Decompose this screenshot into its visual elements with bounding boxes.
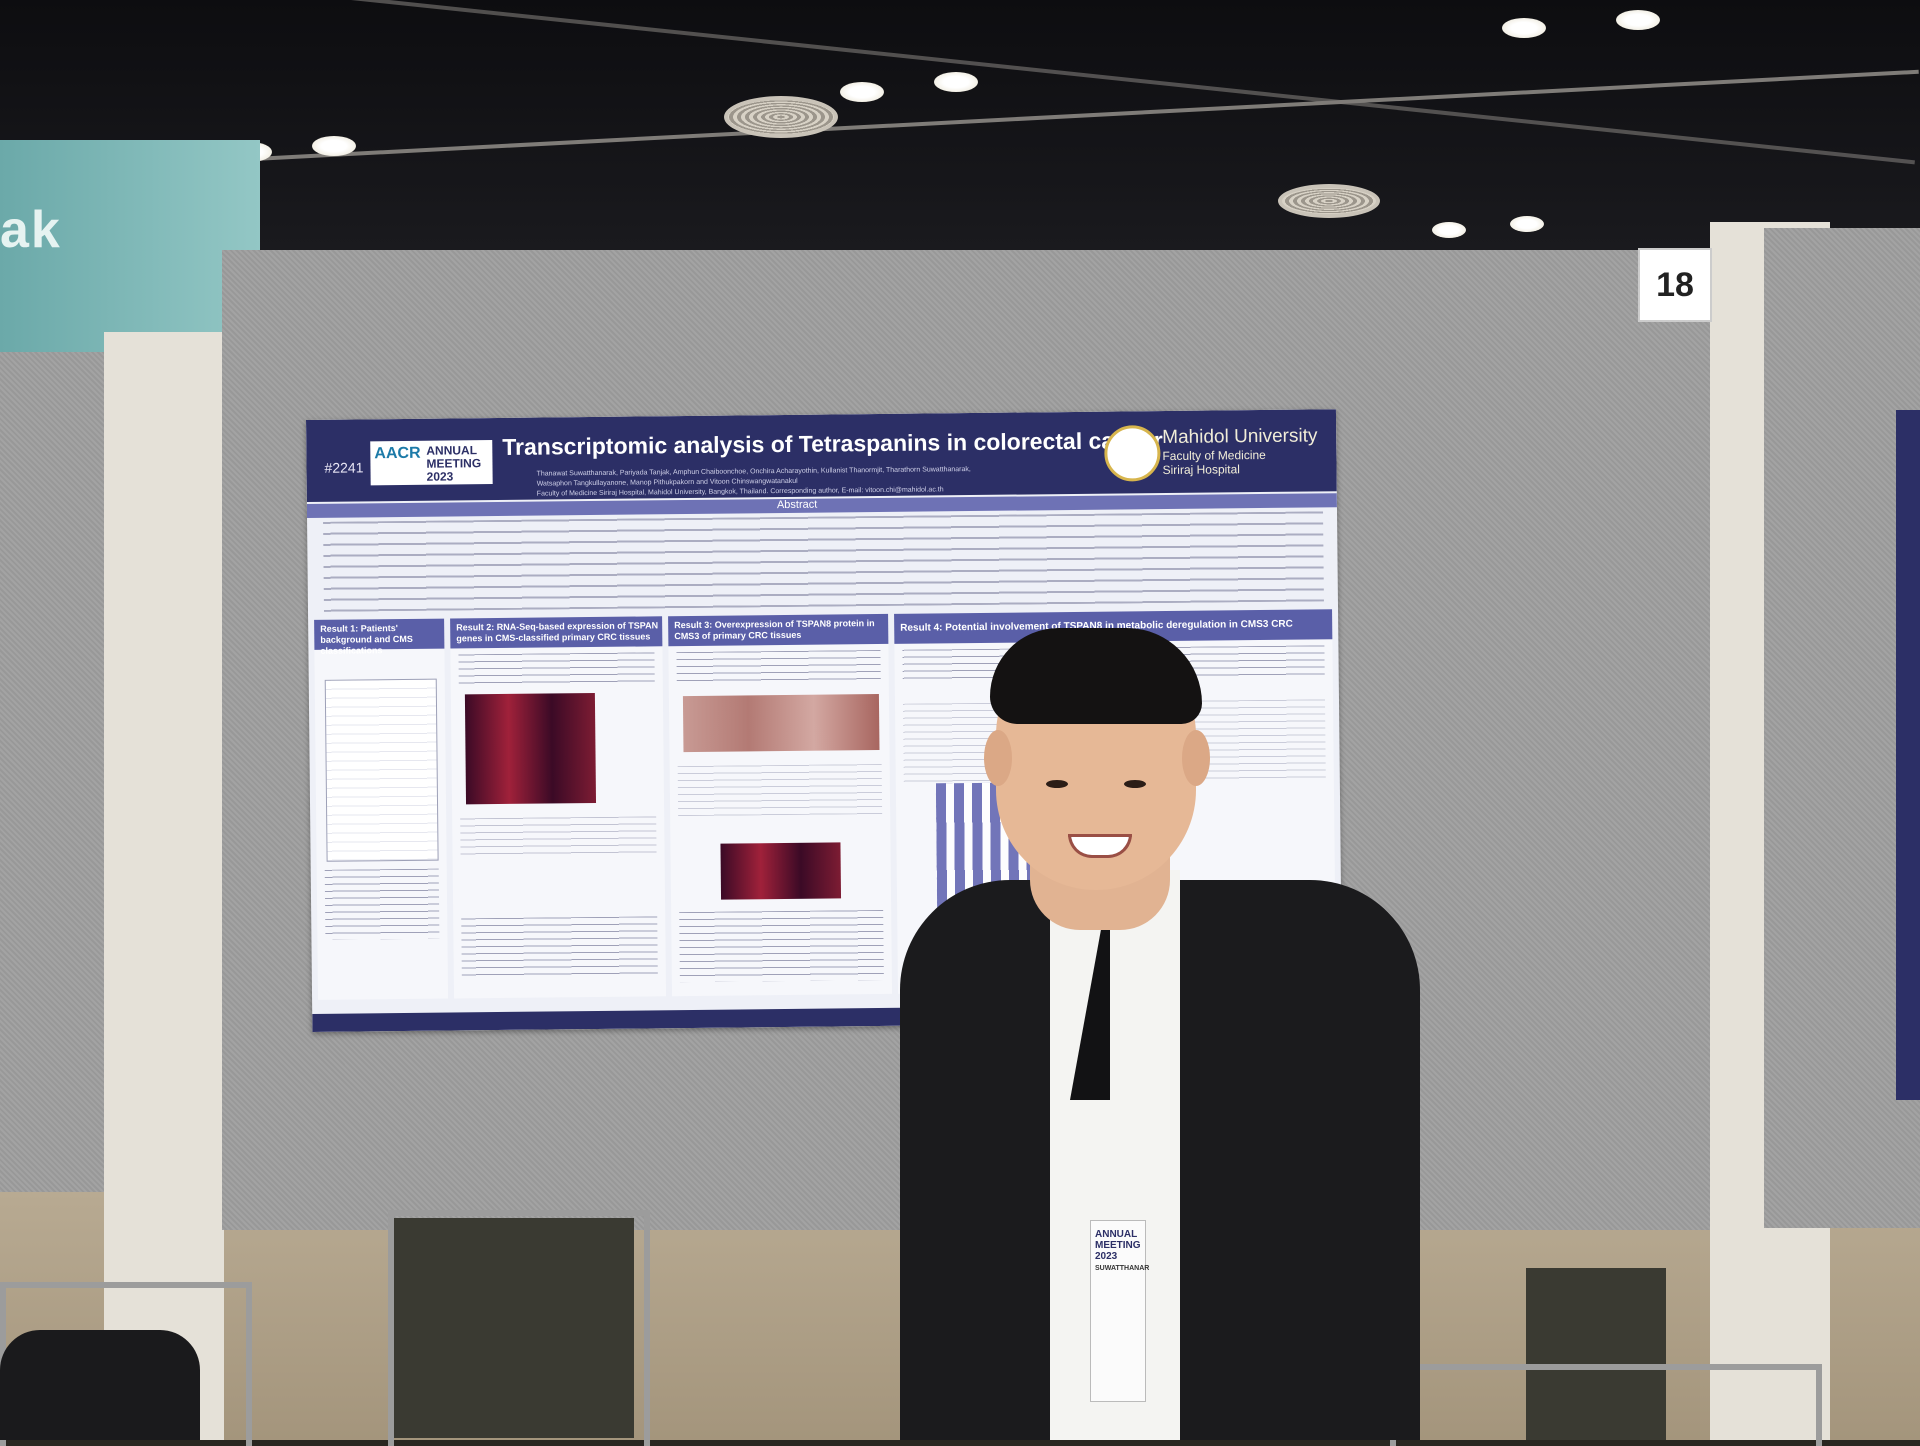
university-block: Mahidol University Faculty of Medicine S… bbox=[1162, 425, 1318, 477]
wall-sign-text: ak bbox=[0, 201, 62, 259]
result-3-column: Result 3: Overexpression of TSPAN8 prote… bbox=[668, 613, 893, 997]
clinical-data-table bbox=[324, 678, 439, 862]
right-poster-board bbox=[1764, 228, 1920, 1228]
ceiling-light bbox=[1616, 10, 1660, 30]
university-name: Mahidol University bbox=[1162, 425, 1318, 449]
ceiling-vent bbox=[1278, 184, 1380, 218]
poster-authors: Thanawat Suwatthanarak, Pariyada Tanjak,… bbox=[536, 466, 971, 498]
presenter: ANNUAL MEETING 2023 SUWATTHANAR bbox=[900, 620, 1420, 1440]
aacr-logo: AACR ANNUAL MEETING 2023 bbox=[370, 440, 493, 486]
background-wall bbox=[0, 140, 260, 370]
result-1-title: Result 1: Patients' background and CMS c… bbox=[320, 623, 413, 656]
backpack bbox=[0, 1330, 200, 1440]
chair bbox=[394, 1218, 634, 1438]
board-frame-left bbox=[104, 332, 224, 1440]
mahidol-seal-icon bbox=[1104, 425, 1161, 482]
ceiling-light bbox=[312, 136, 356, 156]
result-2-column: Result 2: RNA-Seq-based expression of TS… bbox=[450, 616, 667, 999]
ihc-image-figure bbox=[682, 694, 880, 753]
poster-id: #2241 bbox=[324, 459, 364, 476]
immunofluorescence-figure bbox=[720, 842, 842, 900]
ceiling-light bbox=[1510, 216, 1544, 232]
presenter-hair bbox=[990, 628, 1202, 724]
result-2-title: Result 2: RNA-Seq-based expression of TS… bbox=[456, 620, 659, 644]
booth-number-card: 18 bbox=[1638, 248, 1712, 322]
ceiling-light bbox=[840, 82, 884, 102]
abstract-text-block bbox=[323, 511, 1324, 612]
neighbor-poster-edge bbox=[1896, 410, 1920, 1100]
aacr-logo-text: AACR bbox=[374, 444, 421, 463]
faculty-line-2: Siriraj Hospital bbox=[1162, 462, 1240, 478]
result-1-column: Result 1: Patients' background and CMS c… bbox=[314, 618, 449, 1000]
abstract-heading: Abstract bbox=[776, 498, 818, 512]
ceiling-light bbox=[1432, 222, 1466, 238]
ceiling-light bbox=[1502, 18, 1546, 38]
result-3-title: Result 3: Overexpression of TSPAN8 prote… bbox=[674, 618, 875, 642]
ceiling-light bbox=[934, 72, 978, 92]
ceiling-vent bbox=[724, 96, 838, 138]
chair bbox=[1526, 1268, 1666, 1440]
conference-badge: ANNUAL MEETING 2023 SUWATTHANAR bbox=[1090, 1220, 1149, 1402]
heatmap-figure bbox=[464, 692, 597, 805]
annual-meeting-text: ANNUAL MEETING 2023 bbox=[426, 443, 482, 484]
